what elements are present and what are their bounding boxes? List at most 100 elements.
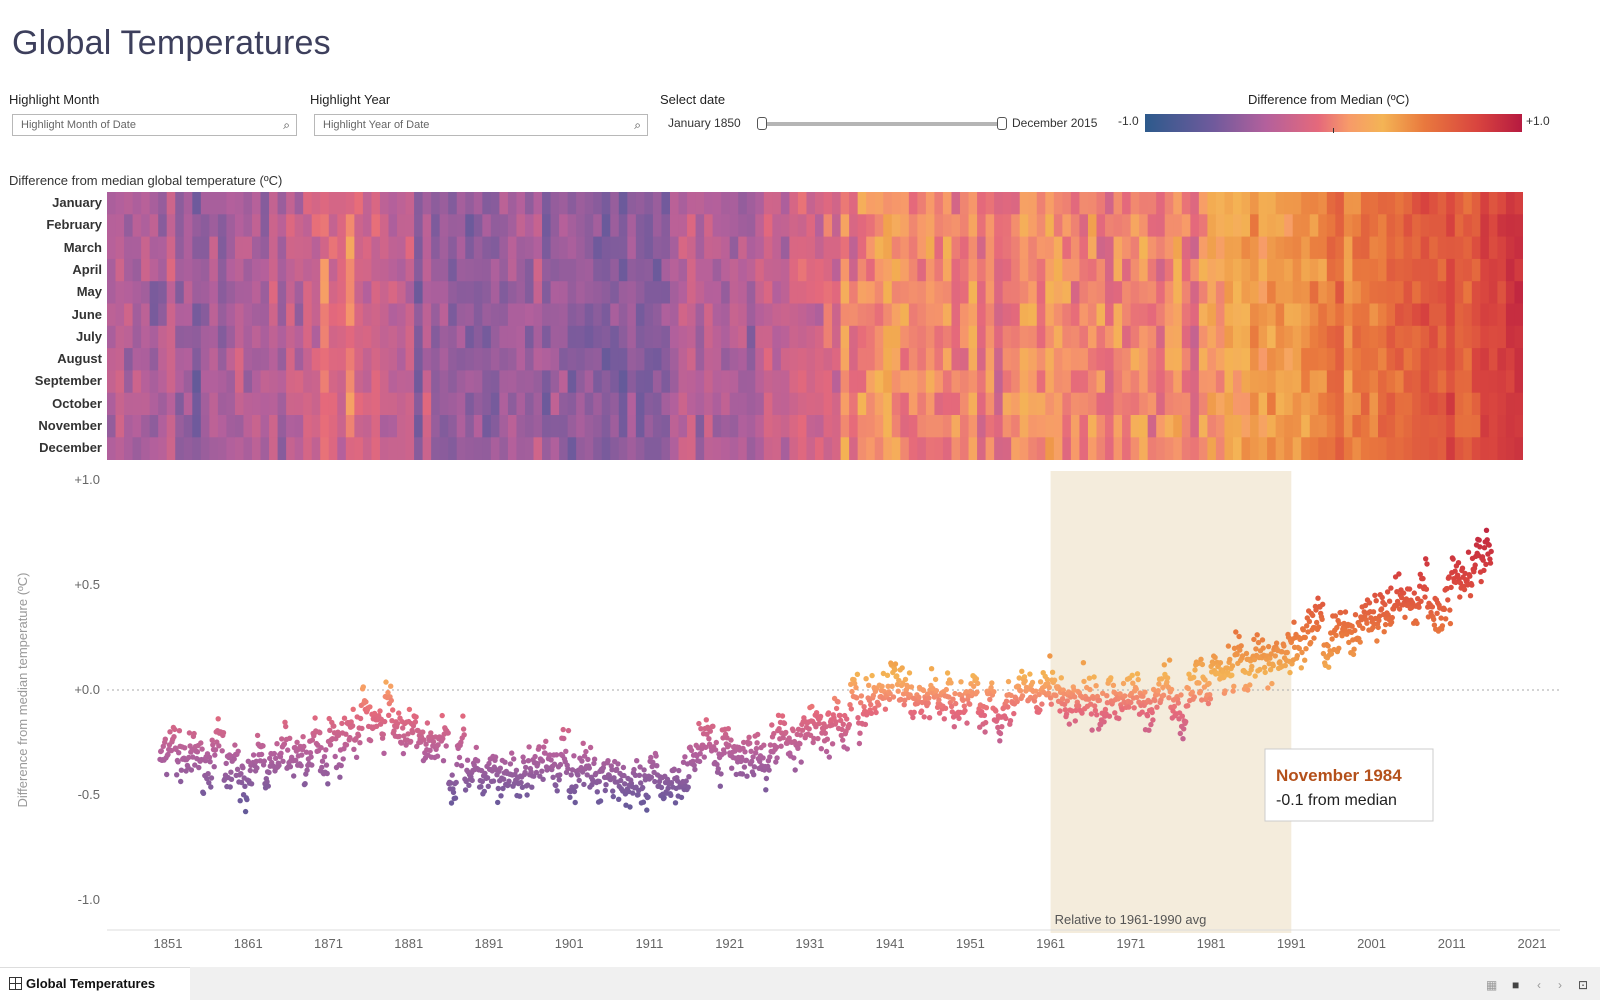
heatmap-cell[interactable] — [1318, 437, 1328, 460]
heatmap-cell[interactable] — [107, 348, 117, 371]
heatmap-cell[interactable] — [1113, 258, 1123, 282]
data-point[interactable] — [1457, 580, 1464, 586]
heatmap-cell[interactable] — [1471, 325, 1481, 349]
data-point[interactable] — [371, 710, 378, 717]
heatmap-cell[interactable] — [567, 281, 577, 304]
data-point[interactable] — [1352, 627, 1358, 634]
heatmap-cell[interactable] — [1352, 258, 1362, 282]
heatmap-cell[interactable] — [294, 392, 304, 416]
heatmap-cell[interactable] — [1326, 236, 1336, 260]
heatmap-cell[interactable] — [107, 281, 117, 304]
heatmap-cell[interactable] — [738, 192, 748, 215]
heatmap-cell[interactable] — [1429, 325, 1439, 349]
heatmap-cell[interactable] — [1326, 325, 1336, 349]
heatmap-cell[interactable] — [311, 303, 321, 327]
heatmap-cell[interactable] — [593, 415, 603, 438]
heatmap-cell[interactable] — [1403, 392, 1413, 416]
heatmap-cell[interactable] — [149, 415, 159, 438]
heatmap-cell[interactable] — [175, 236, 185, 260]
heatmap-cell[interactable] — [107, 236, 117, 260]
data-point[interactable] — [611, 775, 617, 781]
heatmap-cell[interactable] — [1429, 281, 1439, 304]
heatmap-cell[interactable] — [678, 281, 688, 304]
heatmap-cell[interactable] — [712, 437, 722, 460]
heatmap-cell[interactable] — [473, 348, 483, 371]
heatmap-cell[interactable] — [1173, 437, 1183, 460]
data-point[interactable] — [637, 764, 643, 770]
data-point[interactable] — [359, 725, 365, 732]
heatmap-cell[interactable] — [866, 192, 876, 215]
data-point[interactable] — [866, 682, 872, 688]
heatmap-cell[interactable] — [772, 214, 782, 238]
data-point[interactable] — [1101, 719, 1107, 725]
data-point[interactable] — [964, 720, 970, 726]
data-point[interactable] — [454, 761, 460, 768]
heatmap-cell[interactable] — [524, 370, 535, 394]
data-point[interactable] — [983, 705, 990, 711]
data-point[interactable] — [902, 676, 909, 683]
heatmap-cell[interactable] — [1309, 325, 1319, 349]
data-point[interactable] — [1414, 620, 1420, 627]
heatmap-cell[interactable] — [1019, 415, 1029, 438]
data-point[interactable] — [1022, 678, 1028, 684]
heatmap-cell[interactable] — [721, 370, 731, 394]
data-point[interactable] — [1149, 709, 1155, 716]
heatmap-cell[interactable] — [1190, 325, 1200, 349]
heatmap-cell[interactable] — [1011, 392, 1021, 416]
data-point[interactable] — [1396, 606, 1403, 612]
heatmap-cell[interactable] — [712, 303, 722, 327]
heatmap-cell[interactable] — [269, 281, 279, 304]
heatmap-cell[interactable] — [1514, 214, 1523, 238]
heatmap-cell[interactable] — [1420, 303, 1430, 327]
heatmap-cell[interactable] — [891, 415, 901, 438]
data-point[interactable] — [902, 697, 908, 703]
heatmap-cell[interactable] — [516, 258, 526, 282]
heatmap-cell[interactable] — [840, 415, 850, 438]
heatmap-cell[interactable] — [567, 348, 577, 371]
data-point[interactable] — [1239, 653, 1246, 659]
data-point[interactable] — [1166, 695, 1172, 701]
data-point[interactable] — [453, 779, 459, 786]
heatmap-cell[interactable] — [857, 258, 867, 282]
heatmap-cell[interactable] — [883, 214, 893, 238]
data-point[interactable] — [648, 754, 654, 761]
heatmap-cell[interactable] — [1053, 437, 1063, 460]
data-point[interactable] — [1270, 663, 1276, 669]
heatmap-cell[interactable] — [473, 392, 483, 416]
heatmap-cell[interactable] — [968, 214, 978, 238]
data-point[interactable] — [1319, 616, 1325, 622]
heatmap-cell[interactable] — [618, 258, 628, 282]
heatmap-cell[interactable] — [379, 415, 389, 438]
heatmap-cell[interactable] — [840, 437, 850, 460]
heatmap-cell[interactable] — [286, 192, 296, 215]
heatmap-cell[interactable] — [1284, 281, 1294, 304]
heatmap-cell[interactable] — [414, 303, 424, 327]
data-point[interactable] — [1206, 680, 1212, 687]
data-point[interactable] — [769, 722, 775, 728]
heatmap-cell[interactable] — [303, 303, 313, 327]
data-point[interactable] — [1385, 612, 1391, 618]
heatmap-cell[interactable] — [533, 303, 543, 327]
heatmap-cell[interactable] — [1412, 236, 1422, 260]
heatmap-cell[interactable] — [1241, 348, 1251, 371]
heatmap-cell[interactable] — [1343, 236, 1353, 260]
heatmap-cell[interactable] — [1122, 303, 1132, 327]
data-point[interactable] — [887, 690, 893, 697]
data-point[interactable] — [869, 672, 875, 679]
heatmap-cell[interactable] — [1258, 258, 1268, 282]
heatmap-cell[interactable] — [1190, 303, 1200, 327]
heatmap-cell[interactable] — [524, 392, 535, 416]
heatmap-cell[interactable] — [456, 348, 466, 371]
heatmap-cell[interactable] — [780, 437, 790, 460]
heatmap-cell[interactable] — [533, 437, 543, 460]
heatmap-cell[interactable] — [490, 258, 500, 282]
heatmap-cell[interactable] — [695, 281, 705, 304]
heatmap-cell[interactable] — [1326, 370, 1336, 394]
heatmap-cell[interactable] — [252, 415, 262, 438]
heatmap-cell[interactable] — [1412, 348, 1422, 371]
heatmap-cell[interactable] — [1412, 370, 1422, 394]
heatmap-cell[interactable] — [815, 281, 825, 304]
heatmap-cell[interactable] — [1497, 392, 1507, 416]
heatmap-cell[interactable] — [951, 348, 961, 371]
heatmap-cell[interactable] — [618, 236, 628, 260]
